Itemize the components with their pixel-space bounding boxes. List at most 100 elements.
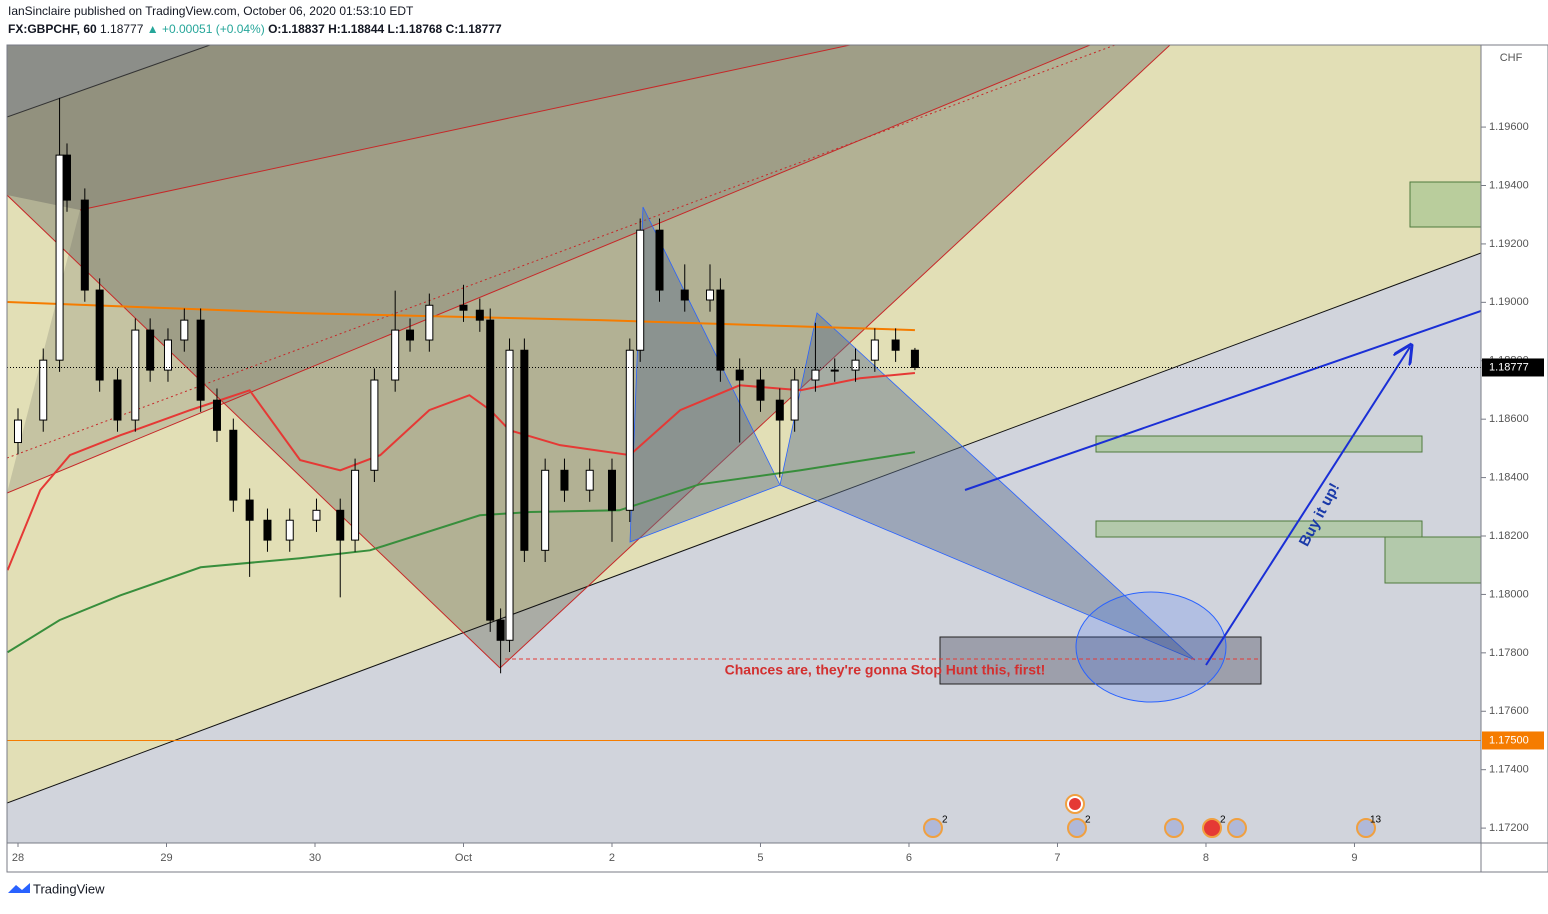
pattern-leg: [629, 206, 781, 543]
y-tick-label: 1.19000: [1489, 296, 1529, 308]
target-ellipse: [1075, 591, 1227, 703]
frame: [6, 44, 1548, 873]
candle-body: [475, 309, 484, 321]
ohlc-close: C:1.18777: [446, 22, 502, 36]
candle-body: [520, 349, 529, 551]
candle-body: [131, 329, 140, 421]
x-tick-label: 2: [609, 852, 615, 864]
candle-body: [285, 519, 294, 541]
candle-body: [425, 304, 434, 341]
candle-body: [756, 379, 765, 401]
fork-line: [7, 194, 501, 669]
candle-body: [496, 619, 505, 641]
y-tick-label: 1.17400: [1489, 764, 1529, 776]
fork-line: [7, 45, 1091, 494]
stop-zone: [939, 636, 1262, 685]
candle-body: [351, 469, 360, 541]
event-count: 2: [1085, 815, 1091, 826]
y-tick-label: 1.18400: [1489, 471, 1529, 483]
publish-info: IanSinclaire published on TradingView.co…: [8, 4, 414, 18]
y-tick-label: 1.17200: [1489, 822, 1529, 834]
candle-body: [113, 379, 122, 421]
fork-band: [7, 45, 850, 210]
x-tick-label: 29: [160, 852, 172, 864]
channel-line: [7, 252, 1481, 804]
x-tick-label: 7: [1054, 852, 1060, 864]
fork-line: [79, 45, 851, 211]
logo: TradingView: [8, 881, 105, 896]
candle-body: [245, 499, 254, 521]
y-tick-label: 1.18600: [1489, 413, 1529, 425]
moving-average: [7, 372, 916, 571]
candle-body: [910, 349, 919, 368]
logo-icon: [8, 883, 30, 893]
candle-body: [312, 509, 321, 521]
candle-body: [406, 329, 415, 341]
event-icon: [1069, 798, 1081, 810]
candle-body: [212, 399, 221, 431]
event-count: 2: [1220, 815, 1226, 826]
y-tick-label: 1.18000: [1489, 588, 1529, 600]
event-icons: 2 2 2 13: [923, 794, 1382, 838]
y-tick-label: 1.17800: [1489, 647, 1529, 659]
event-count: 2: [942, 815, 948, 826]
candle-body: [830, 369, 839, 372]
candle-body: [55, 154, 64, 361]
symbol-name: FX:GBPCHF, 60: [8, 22, 97, 36]
candle-body: [775, 399, 784, 421]
candle-body: [95, 289, 104, 381]
candle-body: [541, 469, 550, 551]
demand-zone: [1384, 536, 1481, 584]
event-icon: [1067, 818, 1087, 838]
candle-body: [851, 359, 860, 371]
candle-body: [870, 339, 879, 361]
candle-body: [790, 379, 799, 421]
candle-body: [62, 154, 71, 201]
candle-body: [146, 329, 155, 371]
x-tick-label: 30: [309, 852, 321, 864]
candle-body: [163, 339, 172, 371]
ohlc-low: L:1.18768: [388, 22, 443, 36]
x-tick-label: 28: [12, 852, 24, 864]
channel-line: [7, 45, 211, 118]
demand-zone: [1095, 520, 1423, 538]
ohlc-open: O:1.18837: [268, 22, 325, 36]
event-icon: [1202, 818, 1222, 838]
candle-body: [180, 319, 189, 341]
x-tick-label: 8: [1203, 852, 1209, 864]
series: [7, 97, 1481, 741]
x-tick-label: 9: [1351, 852, 1357, 864]
event-count: 13: [1370, 815, 1382, 826]
candle-body: [655, 229, 664, 291]
demand-zone: [1095, 435, 1423, 453]
candle-body: [607, 469, 616, 511]
event-icon: [1164, 818, 1184, 838]
candle-body: [13, 419, 22, 444]
event-icon: [1227, 818, 1247, 838]
event-icon: [1356, 818, 1376, 838]
price-label: 1.17500: [1489, 734, 1529, 746]
x-tick-label: 6: [906, 852, 912, 864]
moving-average: [7, 301, 915, 332]
brand: TradingView: [33, 881, 105, 896]
candle-body: [560, 469, 569, 491]
fork-line: [499, 45, 1171, 669]
moving-average: [7, 451, 916, 654]
candle-body: [39, 359, 48, 421]
price-label: 1.18777: [1489, 361, 1529, 373]
candle-body: [716, 289, 725, 371]
annotation: Chances are, they're gonna Stop Hunt thi…: [725, 662, 1046, 678]
candle-body: [735, 369, 744, 381]
candle-body: [229, 429, 238, 501]
candle-body: [80, 199, 89, 291]
candle-body: [680, 289, 689, 301]
y-tick-label: 1.18200: [1489, 530, 1529, 542]
price-label-box: [1482, 731, 1544, 750]
fork-median: [7, 45, 1116, 459]
price-change: ▲ +0.00051 (+0.04%): [147, 22, 265, 36]
event-icon: [923, 818, 943, 838]
y-tick-label: 1.19400: [1489, 179, 1529, 191]
candle-body: [636, 229, 645, 351]
candle-body: [263, 519, 272, 541]
